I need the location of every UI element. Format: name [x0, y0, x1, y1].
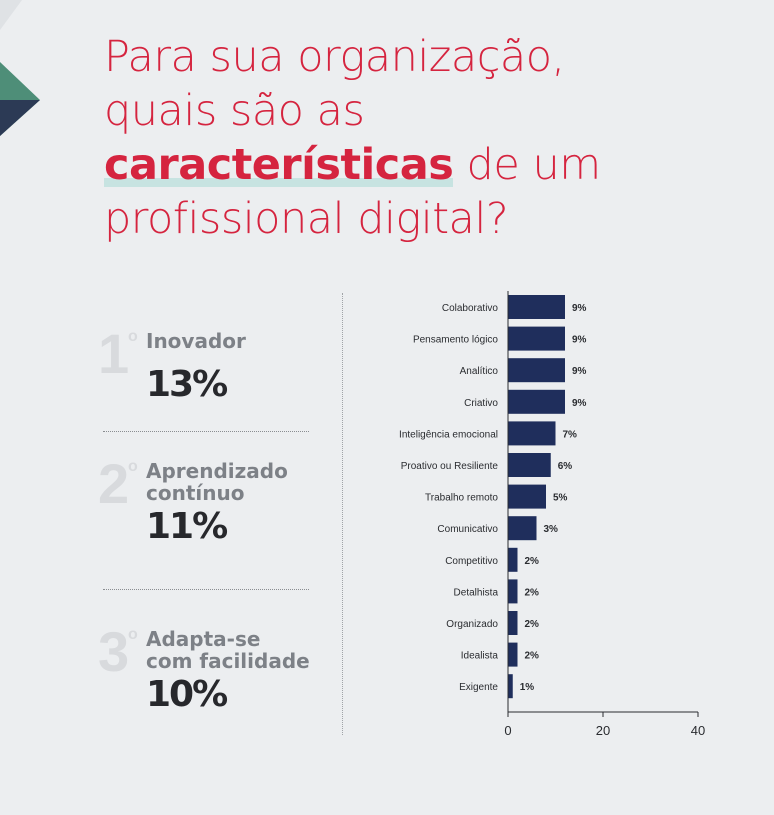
data-label: 2%: [525, 651, 540, 662]
rank-2-percent: 11%: [146, 506, 228, 547]
bar: [508, 579, 518, 604]
title-line-1: Para sua organização,: [104, 32, 565, 82]
x-tick-label: 40: [691, 723, 705, 738]
data-label: 2%: [525, 619, 540, 630]
rank-3-label: Adapta-se com facilidade: [146, 627, 310, 673]
data-label: 1%: [520, 682, 535, 693]
bar: [508, 484, 546, 509]
rank-1-percent: 13%: [146, 364, 228, 405]
title-line-4: profissional digital?: [104, 194, 509, 244]
data-label: 7%: [563, 429, 578, 440]
bar: [508, 547, 518, 572]
data-label: 9%: [572, 366, 587, 377]
category-label: Exigente: [459, 682, 498, 693]
bar: [508, 295, 565, 319]
rank-separator-1: [103, 431, 309, 432]
category-label: Analítico: [460, 366, 499, 377]
corner-decoration: [0, 0, 40, 136]
category-label: Inteligência emocional: [399, 429, 498, 440]
panel-divider: [342, 293, 343, 735]
bar: [508, 516, 537, 541]
rank-1-label: Inovador: [146, 329, 246, 353]
data-label: 6%: [558, 461, 573, 472]
data-label: 5%: [553, 493, 568, 504]
bar: [508, 674, 513, 699]
data-label: 9%: [572, 335, 587, 346]
data-label: 2%: [525, 587, 540, 598]
x-tick-label: 20: [596, 723, 610, 738]
rank-3-percent: 10%: [146, 674, 228, 715]
data-label: 3%: [544, 524, 559, 535]
rank-2-number: 2: [98, 452, 130, 515]
data-label: 2%: [525, 556, 540, 567]
rank-3-degree: o: [128, 626, 138, 643]
bar: [508, 358, 565, 383]
category-label: Competitivo: [445, 556, 498, 567]
title-line-3-rest: de um: [453, 140, 602, 190]
category-label: Idealista: [461, 651, 499, 662]
chart-title: Para sua organização, quais são as carac…: [104, 30, 724, 246]
category-label: Organizado: [446, 619, 498, 630]
category-label: Colaborativo: [442, 303, 499, 314]
category-label: Proativo ou Resiliente: [401, 461, 499, 472]
title-highlight: características: [104, 140, 454, 190]
rank-separator-2: [103, 589, 309, 590]
rank-1-degree: o: [128, 328, 138, 345]
x-tick-label: 0: [504, 723, 511, 738]
category-label: Comunicativo: [437, 524, 498, 535]
title-line-3: características de um: [104, 138, 724, 192]
category-label: Detalhista: [454, 587, 499, 598]
bar: [508, 326, 565, 351]
bar: [508, 611, 518, 635]
data-label: 9%: [572, 303, 587, 314]
bar: [508, 642, 518, 667]
category-label: Criativo: [464, 398, 498, 409]
bar: [508, 421, 556, 446]
rank-2-degree: o: [128, 458, 138, 475]
data-label: 9%: [572, 398, 587, 409]
rank-1-number: 1: [98, 322, 130, 385]
category-label: Trabalho remoto: [425, 493, 498, 504]
category-label: Pensamento lógico: [413, 335, 498, 346]
title-line-2: quais são as: [104, 86, 365, 136]
bar: [508, 453, 551, 477]
rank-2-label: Aprendizado contínuo: [146, 459, 288, 505]
bar: [508, 389, 565, 414]
rank-3-number: 3: [98, 620, 130, 683]
